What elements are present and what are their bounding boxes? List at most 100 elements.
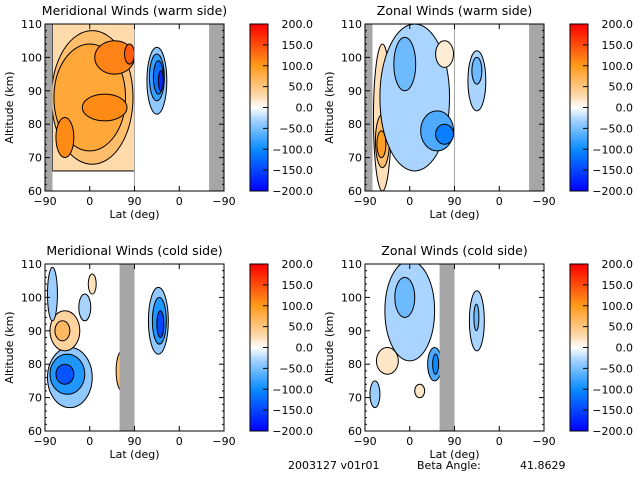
y-axis-label: Altitude (km): [323, 71, 336, 143]
x-tick-label: −90: [33, 195, 56, 208]
y-tick-label: 90: [28, 85, 42, 98]
colorbar-tick-label: 200.0: [602, 258, 634, 271]
plot-area: [365, 24, 544, 191]
y-tick-label: 60: [28, 185, 42, 198]
contour-region: [393, 36, 417, 92]
no-data-band: [439, 264, 455, 431]
contour-region: [369, 380, 381, 409]
contour-region: [156, 310, 165, 338]
contour-region: [55, 117, 75, 159]
contour-region: [376, 130, 387, 159]
contour-region: [54, 320, 71, 342]
y-tick-label: 60: [348, 185, 362, 198]
colorbar-tick-label: −200.0: [272, 425, 313, 438]
x-tick-label: 0: [176, 435, 183, 448]
y-tick-label: 110: [21, 258, 42, 271]
x-tick-label: −90: [532, 195, 555, 208]
y-tick-label: 60: [28, 425, 42, 438]
x-tick-label: −90: [212, 435, 235, 448]
no-data-band: [134, 24, 135, 191]
x-tick-label: 0: [86, 435, 93, 448]
chart-title: Meridional Winds (warm side): [42, 3, 227, 18]
footer-beta-value: 41.8629: [520, 459, 566, 472]
colorbar-tick-label: −100.0: [272, 143, 313, 156]
contour-region: [81, 93, 128, 122]
contour-region: [46, 266, 58, 322]
colorbar-tick-label: −100.0: [592, 383, 633, 396]
x-axis-label: Lat (deg): [110, 448, 160, 461]
colorbar-tick-label: −50.0: [599, 362, 633, 375]
x-axis-label: Lat (deg): [430, 448, 480, 461]
colorbar-tick-label: −100.0: [592, 143, 633, 156]
contour-region: [124, 43, 135, 65]
colorbar-tick-label: 50.0: [289, 321, 314, 334]
contour-region: [435, 123, 455, 145]
colorbar-tick-label: −150.0: [592, 404, 633, 417]
y-tick-label: 70: [28, 392, 42, 405]
x-tick-label: 0: [176, 195, 183, 208]
x-tick-label: 0: [406, 435, 413, 448]
colorbar-tick-label: −150.0: [272, 404, 313, 417]
chart-title: Zonal Winds (warm side): [377, 3, 532, 18]
colorbar-tick-label: 0.0: [616, 342, 634, 355]
x-tick-label: 0: [406, 195, 413, 208]
y-tick-label: 60: [348, 425, 362, 438]
x-tick-label: −90: [353, 195, 376, 208]
footer-date-version: 2003127 v01r01: [288, 459, 380, 472]
panel-1: 60 70 80 90 100 110 −90 0 90 0 −90 Zonal Winds (war…: [323, 3, 633, 221]
no-data-band: [209, 24, 224, 191]
y-axis-label: Altitude (km): [3, 311, 16, 383]
colorbar-tick-label: −150.0: [592, 164, 633, 177]
contour-region: [432, 353, 440, 375]
colorbar-tick-label: 150.0: [282, 279, 314, 292]
contour-region: [87, 273, 97, 295]
colorbar-tick-label: 50.0: [289, 81, 314, 94]
colorbar-tick-label: −50.0: [279, 362, 313, 375]
y-tick-label: 90: [28, 325, 42, 338]
panel-0: 60 70 80 90 100 110 −90 0 90 0 −90 Meridional Winds…: [3, 3, 313, 221]
colorbar-tick-label: 150.0: [282, 39, 314, 52]
no-data-band: [365, 24, 373, 191]
colorbar-tick-label: 50.0: [609, 321, 634, 334]
colorbar-tick-label: −150.0: [272, 164, 313, 177]
x-tick-label: −90: [532, 435, 555, 448]
y-tick-label: 90: [348, 85, 362, 98]
x-tick-label: 90: [128, 195, 142, 208]
plot-area: [45, 24, 224, 191]
contour-region: [394, 276, 416, 318]
contour-region: [78, 293, 92, 322]
contour-region: [375, 347, 399, 375]
y-tick-label: 70: [28, 152, 42, 165]
colorbar-tick-label: 0.0: [616, 102, 634, 115]
contour-region: [471, 56, 483, 85]
x-tick-label: −90: [353, 435, 376, 448]
colorbar-tick-label: 150.0: [602, 279, 634, 292]
contour-region: [473, 303, 480, 332]
colorbar-tick-label: 100.0: [282, 60, 314, 73]
x-axis-label: Lat (deg): [110, 208, 160, 221]
plot-area: [45, 264, 224, 431]
contour-region: [55, 363, 75, 385]
colorbar-tick-label: 200.0: [602, 18, 634, 31]
colorbar-tick-label: −200.0: [592, 425, 633, 438]
y-tick-label: 80: [348, 118, 362, 131]
y-tick-label: 100: [341, 291, 362, 304]
x-axis-label: Lat (deg): [430, 208, 480, 221]
y-tick-label: 80: [28, 118, 42, 131]
no-data-band: [454, 24, 455, 191]
colorbar-tick-label: 200.0: [282, 258, 314, 271]
colorbar-tick-label: 50.0: [609, 81, 634, 94]
colorbar-tick-label: 100.0: [282, 300, 314, 313]
colorbar-tick-label: 150.0: [602, 39, 634, 52]
chart-title: Zonal Winds (cold side): [381, 243, 527, 258]
no-data-band: [119, 264, 135, 431]
y-tick-label: 100: [21, 291, 42, 304]
panel-3: 60 70 80 90 100 110 −90 0 90 0 −90 Zonal Winds (col…: [323, 243, 633, 461]
colorbar-tick-label: −50.0: [599, 122, 633, 135]
y-tick-label: 80: [348, 358, 362, 371]
colorbar-tick-label: 100.0: [602, 300, 634, 313]
y-tick-label: 70: [348, 392, 362, 405]
y-tick-label: 110: [341, 18, 362, 31]
colorbar-tick-label: −200.0: [592, 185, 633, 198]
